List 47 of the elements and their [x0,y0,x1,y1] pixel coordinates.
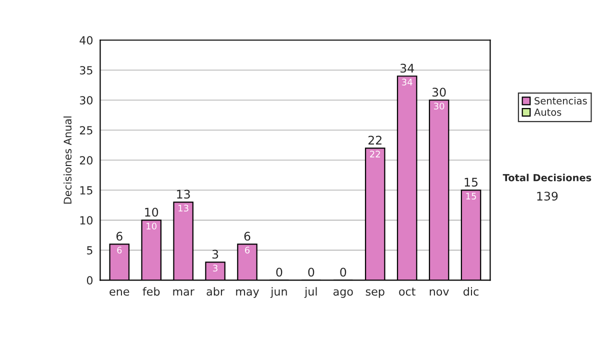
y-tick-label: 25 [80,126,92,135]
data-label: 22 [370,150,380,158]
y-tick-label: 40 [80,36,93,44]
text: Total Decisiones [502,174,592,182]
data-label: 13 [178,204,188,212]
data-label: 34 [402,78,412,86]
data-label: 6 [245,246,250,254]
total-label: 3 [212,250,218,259]
y-tick-label: 0 [86,276,93,285]
total-label: 30 [432,88,446,97]
x-tick-label: ene [110,289,130,296]
y-tick-label: 35 [80,66,92,75]
total-label: 22 [368,136,382,144]
y-tick-label: 5 [87,246,92,255]
x-tick-label: oct [399,288,416,296]
total-label: 34 [400,64,414,73]
legend-label: Sentencias [534,96,587,104]
data-label: 3 [213,264,218,272]
legend-label: Autos [534,108,562,116]
data-label: 6 [117,246,122,254]
y-tick-label: 10 [80,216,93,225]
y-tick-label: 20 [80,156,93,165]
x-tick-label: ago [333,289,353,298]
total-label: 10 [145,208,158,217]
total-label: 6 [244,232,250,241]
data-label: 10 [146,222,156,230]
text: 139 [537,192,558,201]
x-tick-label: sep [366,289,384,298]
total-label: 13 [177,190,190,199]
total-label: 0 [340,268,346,277]
total-label: 15 [464,178,478,187]
y-tick-label: 15 [80,186,92,195]
x-tick-label: abr [206,287,224,296]
total-label: 0 [276,268,282,277]
x-tick-label: feb [142,287,160,296]
total-label: 6 [116,232,122,241]
x-tick-label: jun [270,287,287,298]
data-label: 30 [434,102,444,110]
x-tick-label: jul [304,287,317,298]
total-label: 0 [308,268,314,277]
x-tick-label: dic [464,287,478,296]
x-tick-label: nov [430,289,449,296]
x-tick-label: mar [173,289,194,296]
x-tick-label: may [236,289,260,298]
y-axis-title: Decisiones Anual [63,116,72,204]
data-label: 15 [466,192,476,200]
y-tick-label: 30 [80,96,93,105]
